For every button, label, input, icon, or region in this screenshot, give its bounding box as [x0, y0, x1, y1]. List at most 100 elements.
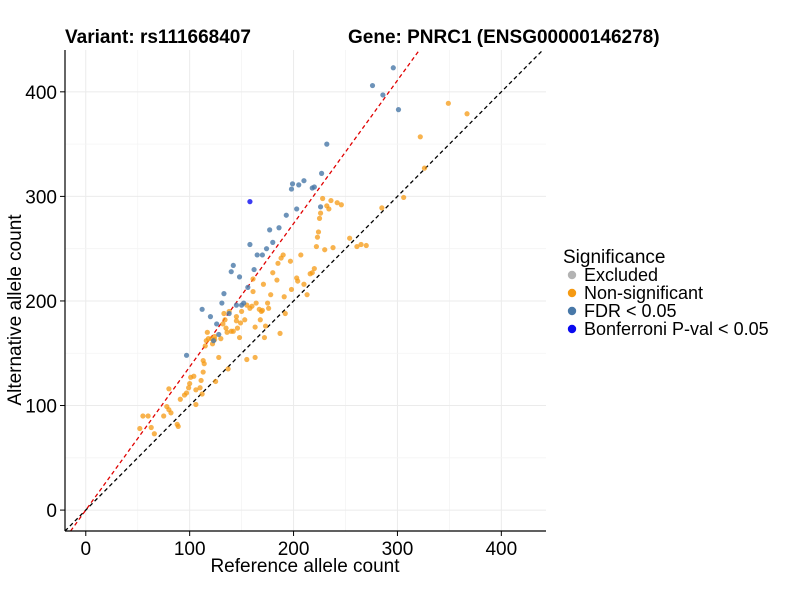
- legend-title: Significance: [563, 247, 665, 268]
- variant-title: Variant: rs111668407: [65, 27, 251, 48]
- point-non-significant: [250, 276, 256, 282]
- point-non-significant: [250, 288, 256, 295]
- point-non-significant: [295, 278, 301, 284]
- point-non-significant: [197, 385, 203, 391]
- point-non-significant: [445, 100, 451, 106]
- point-non-significant: [151, 431, 157, 437]
- point-non-significant: [220, 321, 226, 327]
- point-fdr-0-05: [183, 352, 190, 358]
- point-fdr-0-05: [226, 310, 232, 317]
- y-tick-label: 100: [25, 397, 57, 418]
- x-axis-ticks: 0 100 200 300 400: [80, 531, 517, 560]
- point-non-significant: [233, 318, 240, 324]
- point-bonferroni-p-val-0-05: [247, 199, 253, 205]
- data-points: [137, 65, 470, 437]
- legend-key-fdr-0-05: [567, 306, 577, 316]
- point-non-significant: [193, 401, 199, 408]
- y-tick-label: 400: [25, 83, 57, 104]
- point-non-significant: [145, 413, 151, 419]
- y-axis-ticks: 0 100 200 300 400: [25, 83, 65, 522]
- point-non-significant: [221, 310, 227, 317]
- point-fdr-0-05: [395, 107, 402, 113]
- legend: Significance ExcludedNon-significantFDR …: [563, 247, 769, 339]
- reference-lines: [64, 49, 544, 532]
- point-non-significant: [252, 324, 258, 330]
- point-non-significant: [137, 425, 143, 432]
- point-fdr-0-05: [207, 314, 214, 320]
- point-fdr-0-05: [283, 212, 289, 218]
- point-non-significant: [218, 336, 224, 342]
- point-fdr-0-05: [241, 300, 247, 306]
- point-non-significant: [183, 390, 190, 396]
- legend-key-excluded: [567, 270, 577, 280]
- point-non-significant: [270, 270, 276, 276]
- point-non-significant: [236, 334, 243, 341]
- legend-label-fdr-0-05: FDR < 0.05: [584, 301, 677, 321]
- point-fdr-0-05: [214, 321, 220, 327]
- point-fdr-0-05: [263, 246, 270, 252]
- point-non-significant: [288, 286, 295, 293]
- point-fdr-0-05: [288, 186, 295, 192]
- point-fdr-0-05: [236, 274, 243, 280]
- point-fdr-0-05: [233, 302, 240, 308]
- grid: [65, 50, 546, 531]
- legend-label-non-significant: Non-significant: [584, 283, 703, 303]
- point-non-significant: [168, 410, 174, 416]
- point-non-significant: [216, 354, 222, 361]
- y-tick-label: 200: [25, 292, 57, 313]
- point-non-significant: [274, 277, 280, 283]
- point-non-significant: [354, 243, 360, 250]
- point-fdr-0-05: [251, 266, 257, 273]
- point-fdr-0-05: [267, 227, 273, 233]
- point-fdr-0-05: [221, 291, 227, 297]
- point-non-significant: [464, 111, 470, 117]
- point-non-significant: [330, 245, 336, 251]
- point-fdr-0-05: [294, 206, 300, 212]
- point-fdr-0-05: [296, 182, 302, 188]
- point-non-significant: [338, 202, 344, 208]
- point-fdr-0-05: [228, 269, 234, 275]
- point-non-significant: [186, 385, 192, 391]
- point-fdr-0-05: [247, 241, 253, 248]
- point-non-significant: [311, 265, 317, 272]
- point-non-significant: [222, 317, 228, 323]
- point-fdr-0-05: [311, 184, 317, 190]
- point-non-significant: [358, 241, 364, 248]
- point-fdr-0-05: [369, 82, 376, 89]
- point-non-significant: [262, 323, 269, 329]
- point-non-significant: [304, 292, 310, 298]
- point-non-significant: [301, 281, 307, 287]
- point-non-significant: [322, 247, 328, 253]
- point-fdr-0-05: [324, 141, 330, 147]
- point-fdr-0-05: [219, 300, 225, 306]
- reference-line-fit: [70, 49, 420, 532]
- point-non-significant: [282, 310, 288, 317]
- legend-key-bonferroni-p-val-0-05: [567, 324, 577, 334]
- point-non-significant: [187, 380, 193, 387]
- point-non-significant: [244, 356, 250, 363]
- point-non-significant: [177, 396, 183, 402]
- point-fdr-0-05: [259, 252, 265, 258]
- point-non-significant: [148, 424, 154, 431]
- point-fdr-0-05: [199, 306, 205, 312]
- point-fdr-0-05: [276, 225, 282, 231]
- point-non-significant: [201, 361, 207, 367]
- point-fdr-0-05: [317, 204, 324, 210]
- point-non-significant: [309, 270, 315, 276]
- point-non-significant: [193, 387, 199, 393]
- point-non-significant: [314, 234, 321, 240]
- point-non-significant: [198, 377, 204, 384]
- point-fdr-0-05: [210, 338, 217, 344]
- point-non-significant: [280, 252, 286, 258]
- point-non-significant: [253, 300, 259, 306]
- point-fdr-0-05: [380, 92, 386, 98]
- point-non-significant: [252, 354, 258, 361]
- point-fdr-0-05: [230, 262, 236, 269]
- point-non-significant: [379, 205, 385, 211]
- point-non-significant: [320, 195, 326, 202]
- point-non-significant: [166, 386, 172, 392]
- point-non-significant: [277, 330, 283, 336]
- point-non-significant: [140, 413, 146, 419]
- point-non-significant: [315, 229, 322, 235]
